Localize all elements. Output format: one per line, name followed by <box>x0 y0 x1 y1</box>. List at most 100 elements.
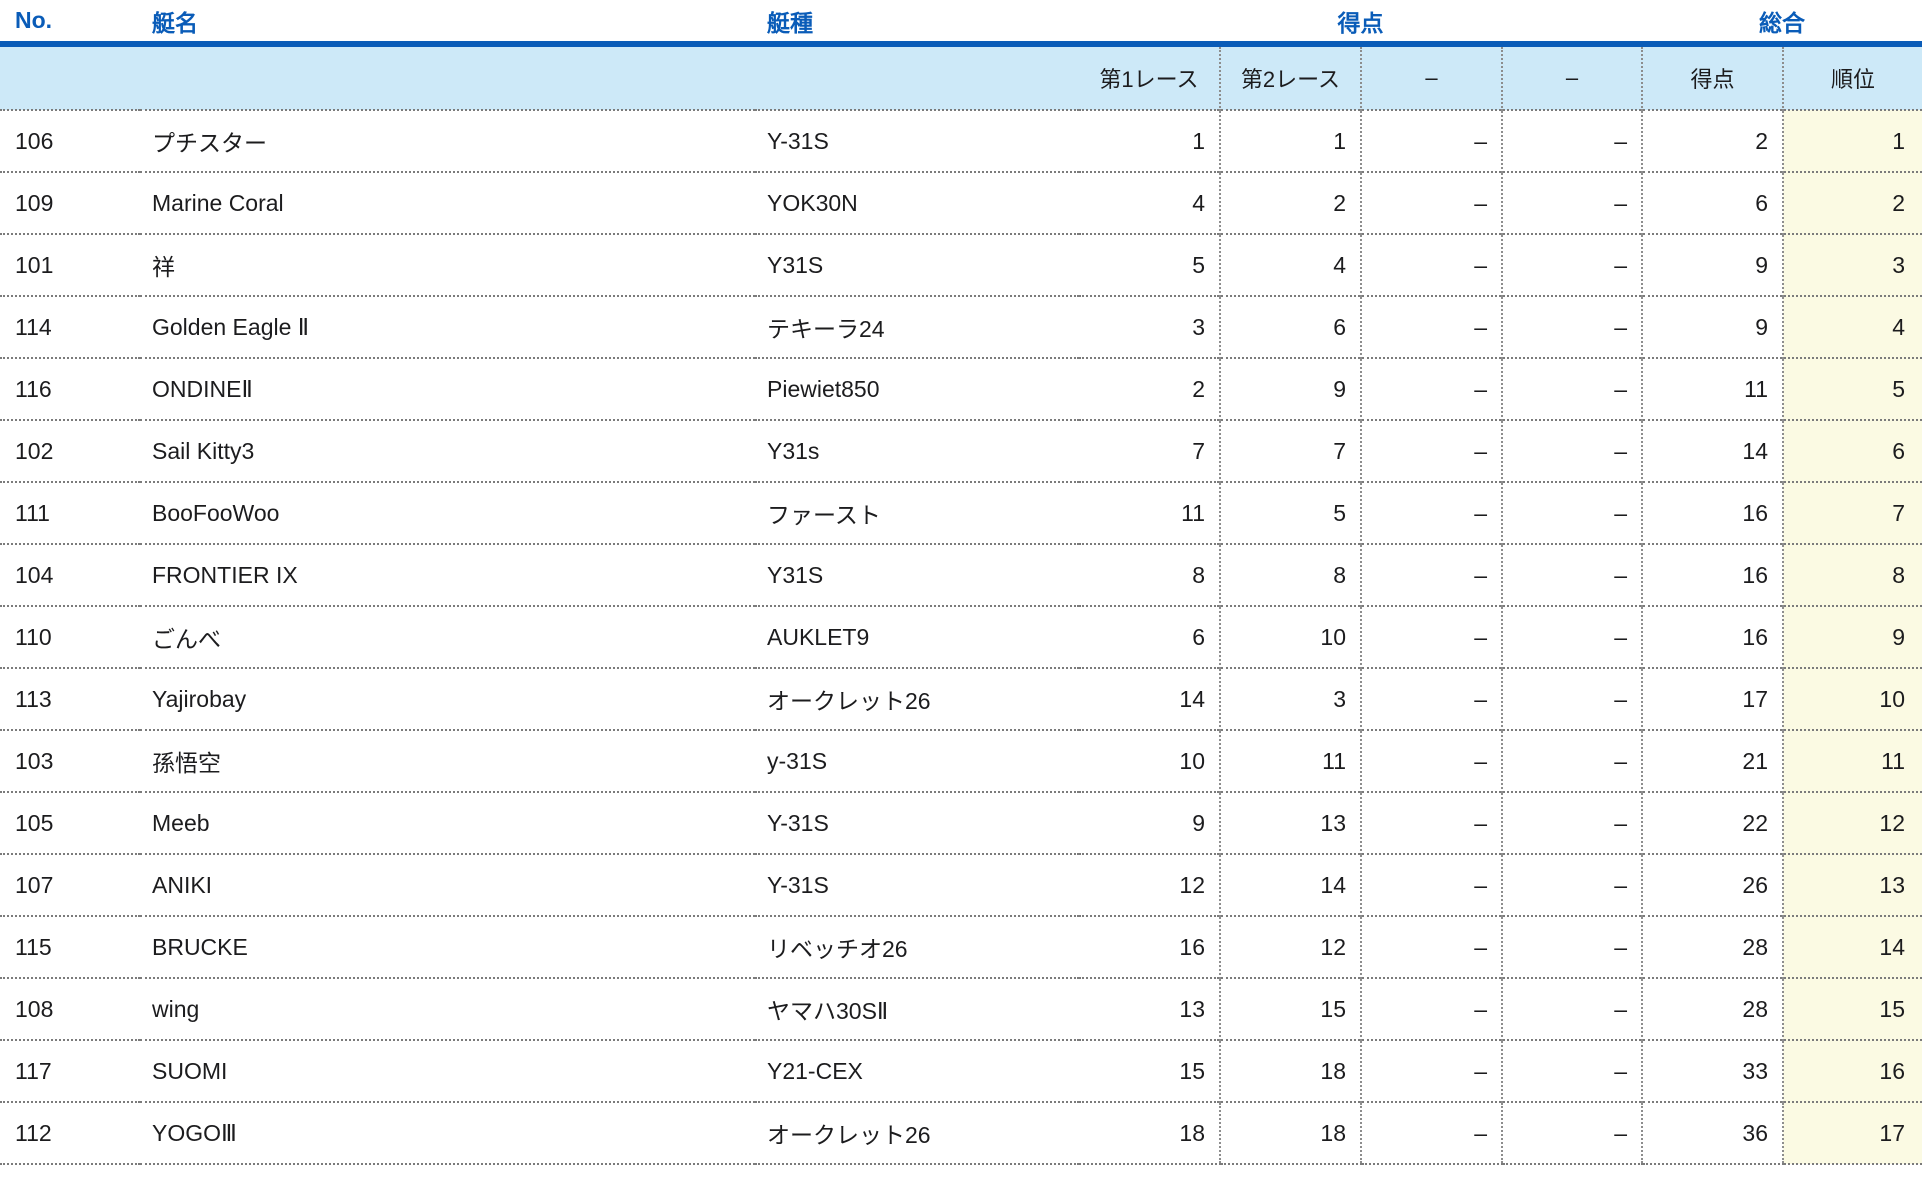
rank-cell: 17 <box>1782 1101 1922 1165</box>
boat-number-cell: 102 <box>0 419 140 482</box>
race3-score-cell: – <box>1360 1039 1502 1102</box>
total-score-cell: 6 <box>1641 171 1783 234</box>
boat-number-cell: 113 <box>0 667 140 730</box>
boat-type-cell: オークレット26 <box>755 1101 1079 1165</box>
subheader-race3: – <box>1360 44 1502 110</box>
race3-score-cell: – <box>1360 171 1502 234</box>
race2-score-cell: 15 <box>1219 977 1361 1040</box>
boat-type-cell: オークレット26 <box>755 667 1079 730</box>
race4-score-cell: – <box>1501 605 1642 668</box>
race3-score-cell: – <box>1360 109 1502 172</box>
boat-type-cell: Y-31S <box>755 853 1079 916</box>
table-row: 105 Meeb Y-31S 9 13 – – 22 12 <box>0 791 1922 854</box>
race4-score-cell: – <box>1501 171 1642 234</box>
total-score-cell: 16 <box>1641 543 1783 606</box>
table-row: 115 BRUCKE リベッチオ26 16 12 – – 28 14 <box>0 915 1922 978</box>
boat-type-cell: Y21-CEX <box>755 1039 1079 1102</box>
boat-name-cell: プチスター <box>140 109 755 172</box>
boat-name-cell: Marine Coral <box>140 171 755 234</box>
boat-name-cell: BooFooWoo <box>140 481 755 544</box>
race1-score-cell: 3 <box>1079 295 1220 358</box>
table-row: 101 祥 Y31S 5 4 – – 9 3 <box>0 233 1922 296</box>
boat-number-cell: 101 <box>0 233 140 296</box>
boat-type-cell: Y31s <box>755 419 1079 482</box>
boat-name-cell: ONDINEⅡ <box>140 357 755 420</box>
race2-score-cell: 3 <box>1219 667 1361 730</box>
race1-score-cell: 12 <box>1079 853 1220 916</box>
rank-cell: 7 <box>1782 481 1922 544</box>
race3-score-cell: – <box>1360 667 1502 730</box>
column-group-header-score: 得点 <box>1079 0 1642 47</box>
race2-score-cell: 4 <box>1219 233 1361 296</box>
boat-number-cell: 109 <box>0 171 140 234</box>
race2-score-cell: 14 <box>1219 853 1361 916</box>
race1-score-cell: 8 <box>1079 543 1220 606</box>
table-body: 106 プチスター Y-31S 1 1 – – 2 1 109 Marine C… <box>0 109 1922 1165</box>
total-score-cell: 28 <box>1641 977 1783 1040</box>
subheader-rank: 順位 <box>1782 44 1922 110</box>
total-score-cell: 36 <box>1641 1101 1783 1165</box>
race4-score-cell: – <box>1501 1039 1642 1102</box>
race1-score-cell: 6 <box>1079 605 1220 668</box>
race4-score-cell: – <box>1501 1101 1642 1165</box>
boat-name-cell: Golden Eagle Ⅱ <box>140 295 755 358</box>
table-row: 107 ANIKI Y-31S 12 14 – – 26 13 <box>0 853 1922 916</box>
table-subheader-row: 第1レース 第2レース – – 得点 順位 <box>0 44 1922 110</box>
column-header-boat-type: 艇種 <box>755 0 1079 47</box>
race2-score-cell: 10 <box>1219 605 1361 668</box>
race3-score-cell: – <box>1360 543 1502 606</box>
race2-score-cell: 12 <box>1219 915 1361 978</box>
race3-score-cell: – <box>1360 419 1502 482</box>
boat-name-cell: ごんべ <box>140 605 755 668</box>
boat-name-cell: SUOMI <box>140 1039 755 1102</box>
race4-score-cell: – <box>1501 729 1642 792</box>
race1-score-cell: 18 <box>1079 1101 1220 1165</box>
race1-score-cell: 4 <box>1079 171 1220 234</box>
total-score-cell: 33 <box>1641 1039 1783 1102</box>
race4-score-cell: – <box>1501 915 1642 978</box>
race4-score-cell: – <box>1501 109 1642 172</box>
total-score-cell: 16 <box>1641 481 1783 544</box>
race1-score-cell: 10 <box>1079 729 1220 792</box>
boat-name-cell: 孫悟空 <box>140 729 755 792</box>
race3-score-cell: – <box>1360 605 1502 668</box>
total-score-cell: 2 <box>1641 109 1783 172</box>
subheader-race2: 第2レース <box>1219 44 1361 110</box>
subheader-total-score: 得点 <box>1641 44 1783 110</box>
rank-cell: 3 <box>1782 233 1922 296</box>
race3-score-cell: – <box>1360 977 1502 1040</box>
boat-type-cell: テキーラ24 <box>755 295 1079 358</box>
rank-cell: 8 <box>1782 543 1922 606</box>
rank-cell: 13 <box>1782 853 1922 916</box>
rank-cell: 4 <box>1782 295 1922 358</box>
rank-cell: 5 <box>1782 357 1922 420</box>
race2-score-cell: 8 <box>1219 543 1361 606</box>
boat-number-cell: 115 <box>0 915 140 978</box>
rank-cell: 6 <box>1782 419 1922 482</box>
total-score-cell: 16 <box>1641 605 1783 668</box>
boat-number-cell: 111 <box>0 481 140 544</box>
boat-type-cell: y-31S <box>755 729 1079 792</box>
boat-type-cell: Y31S <box>755 233 1079 296</box>
race3-score-cell: – <box>1360 481 1502 544</box>
race4-score-cell: – <box>1501 667 1642 730</box>
race2-score-cell: 1 <box>1219 109 1361 172</box>
column-group-header-overall: 総合 <box>1642 0 1922 47</box>
boat-type-cell: ヤマハ30SⅡ <box>755 977 1079 1040</box>
boat-name-cell: FRONTIER IX <box>140 543 755 606</box>
race2-score-cell: 13 <box>1219 791 1361 854</box>
boat-type-cell: AUKLET9 <box>755 605 1079 668</box>
race3-score-cell: – <box>1360 915 1502 978</box>
subheader-race1: 第1レース <box>1079 44 1220 110</box>
race4-score-cell: – <box>1501 233 1642 296</box>
boat-number-cell: 117 <box>0 1039 140 1102</box>
total-score-cell: 9 <box>1641 233 1783 296</box>
boat-name-cell: YOGOⅢ <box>140 1101 755 1165</box>
boat-number-cell: 110 <box>0 605 140 668</box>
boat-number-cell: 106 <box>0 109 140 172</box>
total-score-cell: 14 <box>1641 419 1783 482</box>
subheader-empty-cell <box>0 44 1079 110</box>
race1-score-cell: 13 <box>1079 977 1220 1040</box>
race1-score-cell: 5 <box>1079 233 1220 296</box>
boat-number-cell: 104 <box>0 543 140 606</box>
